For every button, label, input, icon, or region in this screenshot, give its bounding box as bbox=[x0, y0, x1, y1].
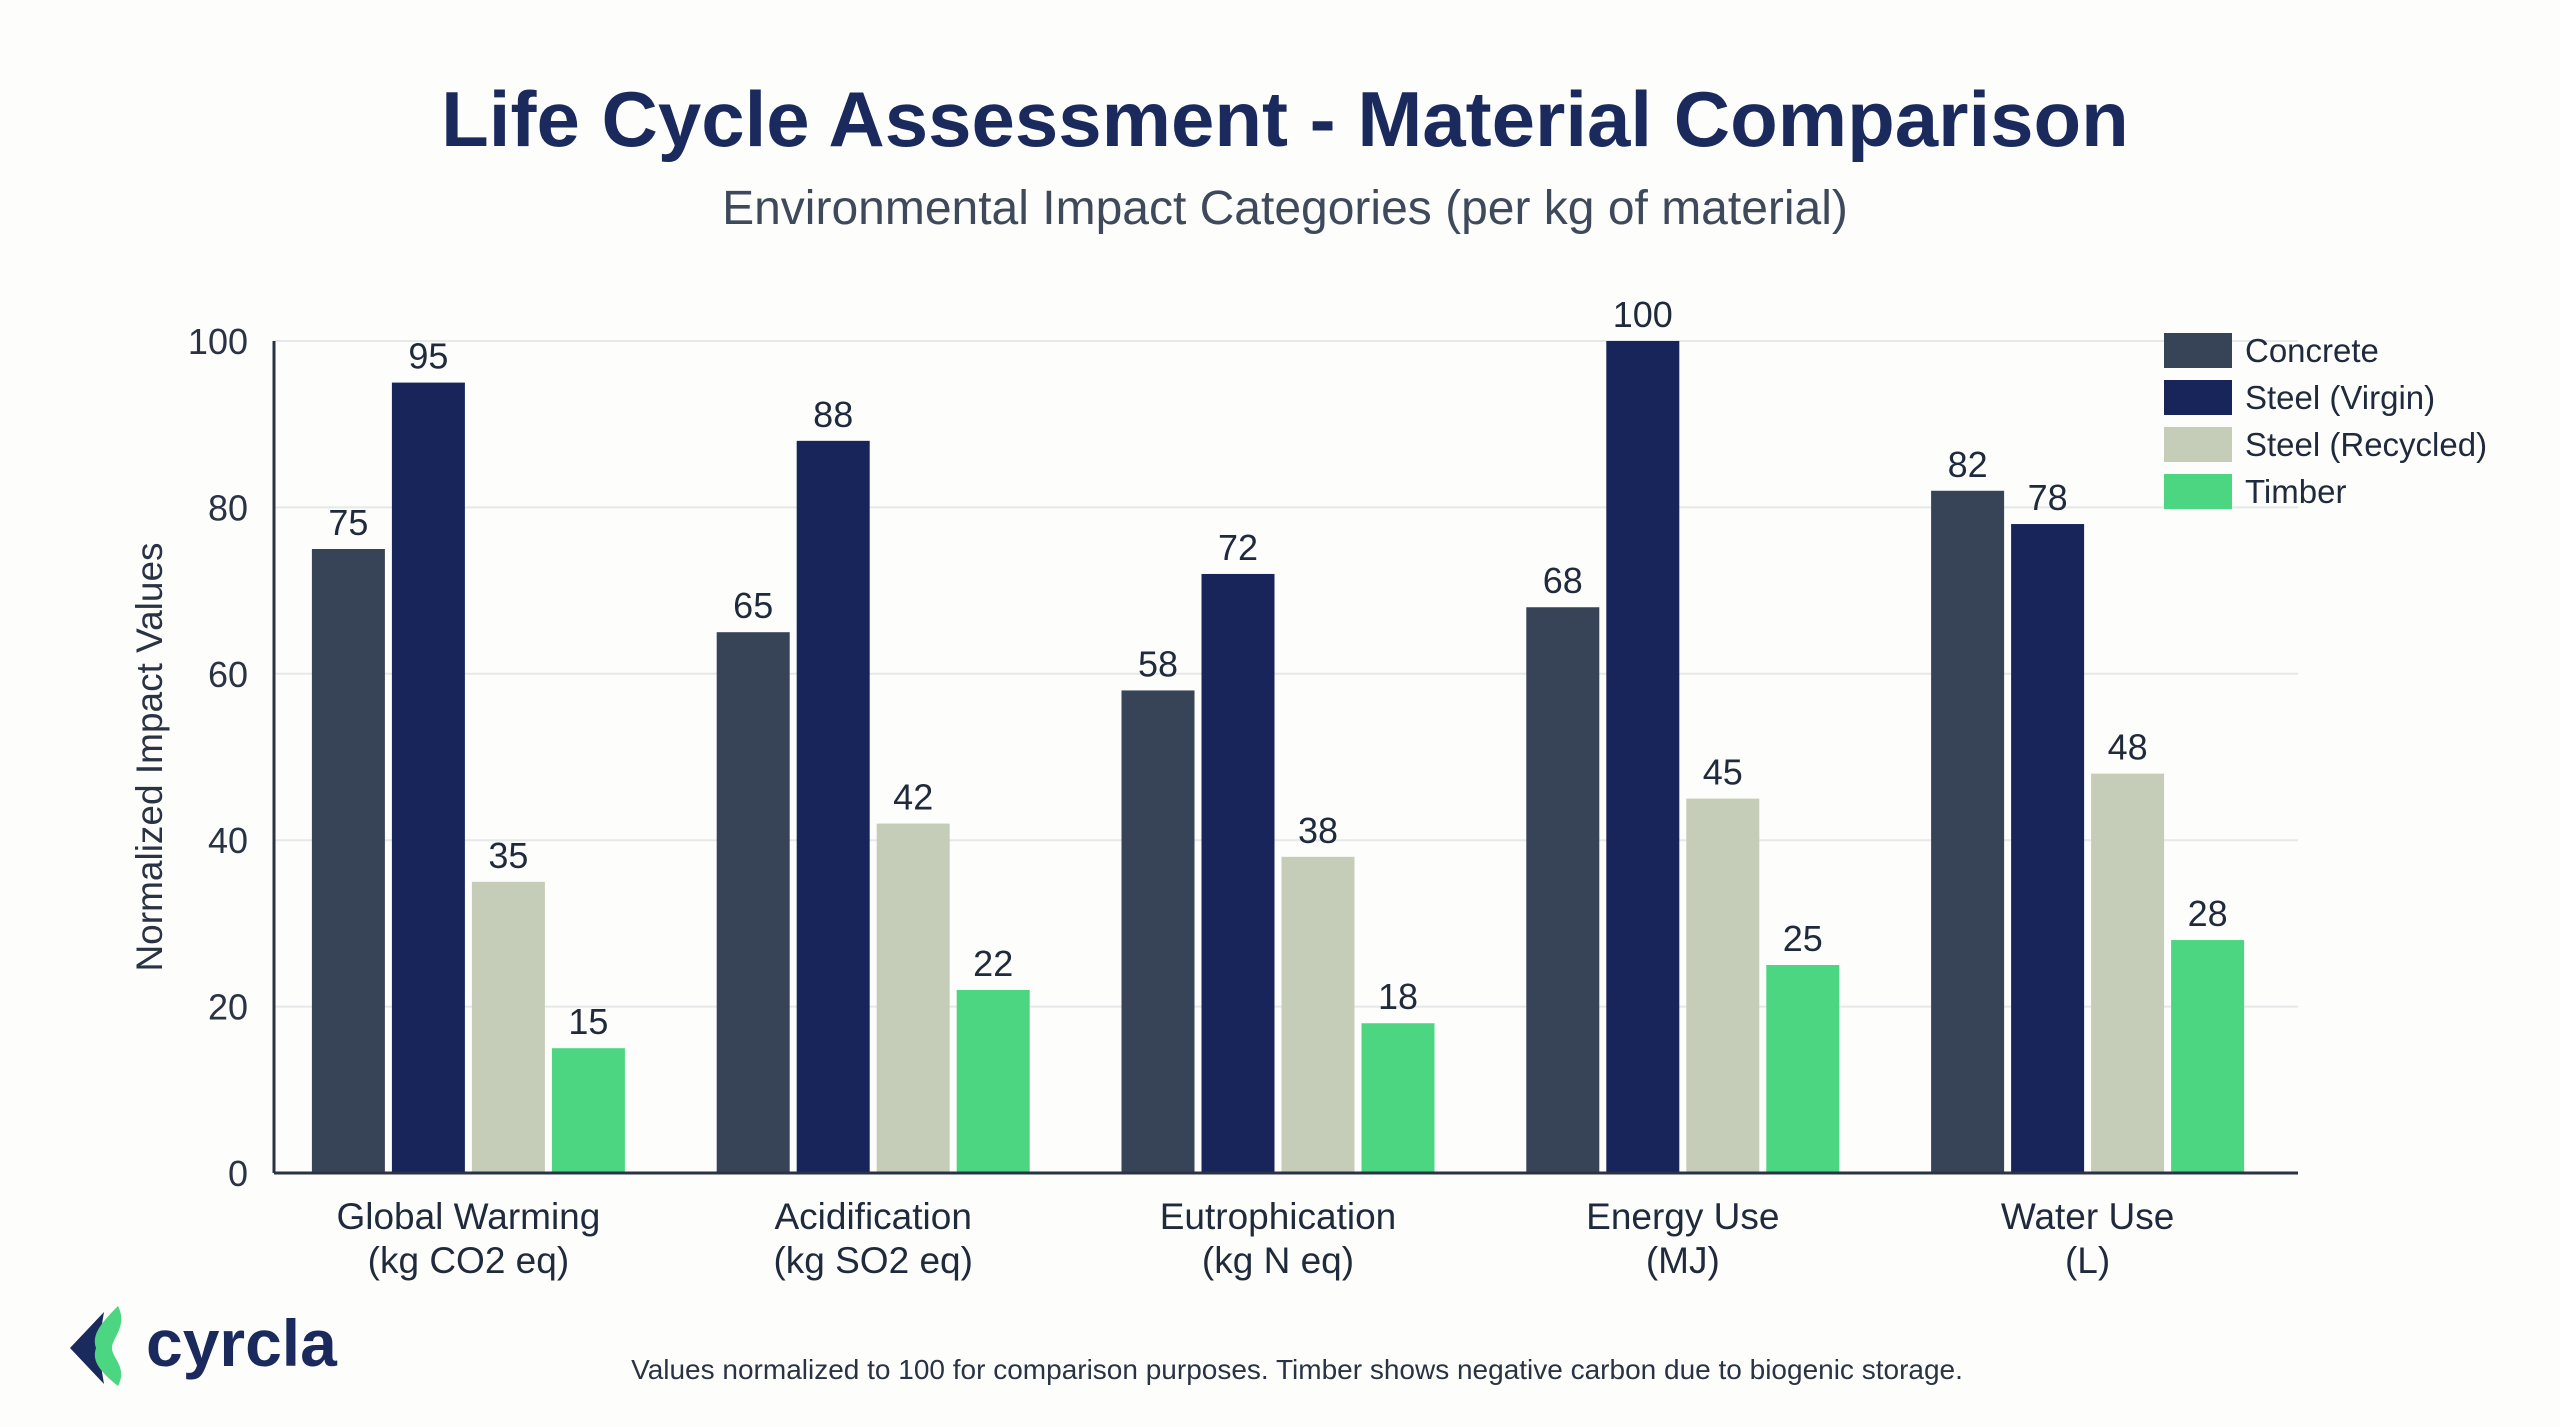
data-label: 58 bbox=[1138, 643, 1178, 684]
logo-text: cyrcla bbox=[146, 1306, 338, 1380]
chart-title: Life Cycle Assessment - Material Compari… bbox=[441, 75, 2129, 163]
data-label: 15 bbox=[568, 1001, 608, 1042]
bar bbox=[1121, 690, 1195, 1173]
data-label: 22 bbox=[973, 943, 1013, 984]
x-tick-label: Global Warming bbox=[336, 1196, 600, 1237]
bar bbox=[2091, 773, 2165, 1173]
bar bbox=[551, 1048, 625, 1173]
bar bbox=[471, 881, 545, 1173]
y-tick-label: 80 bbox=[208, 487, 248, 528]
x-tick-label: Acidification bbox=[774, 1196, 971, 1237]
x-tick-label: (L) bbox=[2065, 1240, 2110, 1281]
bar bbox=[716, 632, 790, 1173]
legend-swatch bbox=[2164, 333, 2232, 368]
data-label: 38 bbox=[1298, 810, 1338, 851]
x-tick-label: (kg N eq) bbox=[1202, 1240, 1354, 1281]
y-tick-label: 60 bbox=[208, 654, 248, 695]
bar bbox=[2011, 524, 2085, 1173]
bar bbox=[1201, 573, 1275, 1173]
y-tick-label: 0 bbox=[228, 1153, 248, 1194]
x-tick-label: Energy Use bbox=[1586, 1196, 1779, 1237]
x-tick-label: (kg CO2 eq) bbox=[368, 1240, 570, 1281]
chart-subtitle: Environmental Impact Categories (per kg … bbox=[722, 182, 1848, 235]
bar bbox=[1686, 798, 1760, 1173]
legend-swatch bbox=[2164, 427, 2232, 462]
data-label: 100 bbox=[1613, 294, 1673, 335]
data-label: 28 bbox=[2188, 893, 2228, 934]
data-label: 65 bbox=[733, 585, 773, 626]
legend-label: Timber bbox=[2245, 473, 2346, 510]
bar bbox=[796, 440, 870, 1174]
x-tick-label: (MJ) bbox=[1646, 1240, 1720, 1281]
legend-swatch bbox=[2164, 380, 2232, 415]
bar bbox=[1606, 341, 1680, 1173]
legend-swatch bbox=[2164, 474, 2232, 509]
data-label: 48 bbox=[2108, 727, 2148, 768]
y-tick-label: 100 bbox=[188, 321, 248, 362]
data-label: 45 bbox=[1703, 752, 1743, 793]
bars: 75 95 35 15 65 88 42 22 58 72 38 18 68 100 45 25 82 78 48 2… bbox=[311, 294, 2245, 1174]
logo-mark-green bbox=[94, 1306, 122, 1386]
y-tick-label: 20 bbox=[208, 987, 248, 1028]
x-tick-label: Eutrophication bbox=[1160, 1196, 1397, 1237]
data-label: 88 bbox=[813, 394, 853, 435]
data-label: 42 bbox=[893, 777, 933, 818]
legend-label: Steel (Virgin) bbox=[2245, 379, 2435, 416]
bar bbox=[876, 823, 950, 1173]
data-label: 95 bbox=[408, 336, 448, 377]
bar bbox=[391, 382, 465, 1174]
bar bbox=[1766, 965, 1840, 1173]
legend-label: Concrete bbox=[2245, 332, 2379, 369]
x-tick-label: Water Use bbox=[2001, 1196, 2174, 1237]
data-label: 25 bbox=[1783, 918, 1823, 959]
bar bbox=[1931, 490, 2005, 1173]
bar bbox=[1526, 607, 1600, 1173]
x-tick-label: (kg SO2 eq) bbox=[773, 1240, 972, 1281]
legend-label: Steel (Recycled) bbox=[2245, 426, 2487, 463]
x-axis-labels: Global Warming(kg CO2 eq)Acidification(k… bbox=[336, 1196, 2174, 1281]
data-label: 72 bbox=[1218, 527, 1258, 568]
y-axis-ticks: 0 20 40 60 80 100 bbox=[188, 321, 248, 1194]
data-label: 78 bbox=[2028, 477, 2068, 518]
bar bbox=[1361, 1023, 1435, 1173]
y-tick-label: 40 bbox=[208, 820, 248, 861]
footnote: Values normalized to 100 for comparison … bbox=[631, 1354, 1963, 1385]
logo: cyrcla bbox=[70, 1306, 338, 1386]
logo-mark-dark bbox=[70, 1312, 104, 1384]
data-label: 18 bbox=[1378, 976, 1418, 1017]
data-label: 75 bbox=[328, 502, 368, 543]
legend: Concrete Steel (Virgin) Steel (Recycled) Ti… bbox=[2164, 332, 2487, 510]
bar bbox=[2171, 940, 2245, 1173]
bar bbox=[311, 549, 385, 1173]
data-label: 35 bbox=[488, 835, 528, 876]
data-label: 82 bbox=[1948, 444, 1988, 485]
y-axis-label: Normalized Impact Values bbox=[129, 542, 170, 971]
data-label: 68 bbox=[1543, 560, 1583, 601]
bar bbox=[956, 989, 1030, 1173]
bar bbox=[1281, 856, 1355, 1173]
